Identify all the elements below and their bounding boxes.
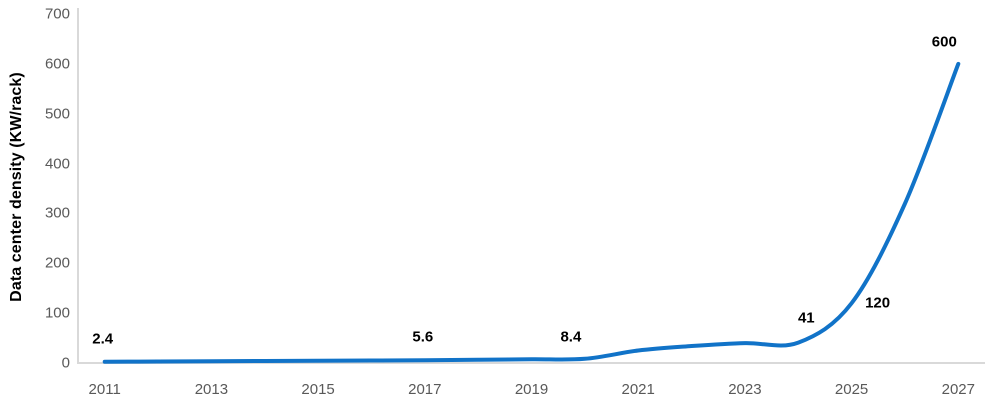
x-tick-2025: 2025 bbox=[834, 381, 869, 398]
x-tick-2021: 2021 bbox=[621, 381, 655, 398]
density-trend-line bbox=[102, 61, 961, 364]
x-tick-2019: 2019 bbox=[514, 381, 549, 398]
x-tick-2015: 2015 bbox=[301, 381, 335, 398]
data-label-2017: 5.6 bbox=[412, 328, 434, 346]
x-tick-2013: 2013 bbox=[194, 381, 229, 398]
y-tick-300: 300 bbox=[44, 204, 70, 222]
data-label-2020: 8.4 bbox=[560, 328, 582, 346]
data-label-2025: 120 bbox=[865, 294, 891, 312]
y-tick-700: 700 bbox=[44, 5, 70, 23]
x-tick-2017: 2017 bbox=[408, 381, 442, 398]
data-label-2027: 600 bbox=[931, 33, 957, 51]
axis-lines bbox=[77, 8, 985, 364]
y-tick-200: 200 bbox=[44, 254, 70, 272]
y-tick-400: 400 bbox=[44, 155, 70, 173]
data-label-2024: 41 bbox=[797, 309, 815, 327]
x-tick-2023: 2023 bbox=[728, 381, 762, 398]
y-tick-500: 500 bbox=[44, 105, 70, 123]
y-tick-0: 0 bbox=[61, 354, 70, 372]
data-label-2011: 2.4 bbox=[92, 330, 114, 348]
y-tick-100: 100 bbox=[44, 304, 70, 322]
y-tick-600: 600 bbox=[44, 55, 70, 73]
x-tick-2011: 2011 bbox=[88, 381, 121, 398]
x-tick-2027: 2027 bbox=[941, 381, 975, 398]
